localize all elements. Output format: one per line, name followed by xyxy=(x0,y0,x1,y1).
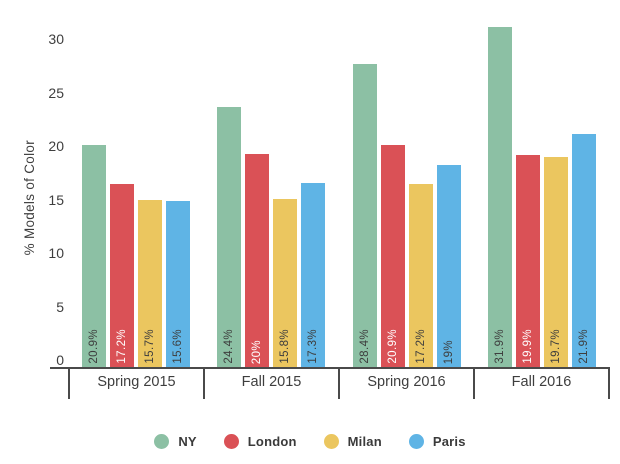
bar-value-label: 28.4% xyxy=(358,329,371,364)
bar-value-label: 21.9% xyxy=(578,329,591,364)
y-tick-label: 30 xyxy=(48,31,64,48)
legend-item-london: London xyxy=(223,433,297,449)
bar-value-label: 17.3% xyxy=(307,329,320,364)
y-tick-label: 10 xyxy=(48,245,64,262)
bar-value-label: 20.9% xyxy=(386,329,399,364)
bar-milan: 17.2% xyxy=(408,184,433,368)
y-tick-label: 5 xyxy=(56,298,64,315)
category-label: Spring 2015 xyxy=(97,374,176,390)
bar-value-label: 20% xyxy=(251,339,264,364)
bar-group-spring-2015: 20.9% 17.2% 15.7% 15.6% xyxy=(68,27,204,368)
bar-value-label: 15.6% xyxy=(171,329,184,364)
legend-item-milan: Milan xyxy=(323,433,382,449)
bar-group-fall-2015: 24.4% 20% 15.8% 17.3% xyxy=(204,27,340,368)
bar-value-label: 31.9% xyxy=(494,329,507,364)
bar-value-label: 17.2% xyxy=(414,329,427,364)
legend-item-ny: NY xyxy=(154,433,197,449)
bar-group-fall-2016: 31.9% 19.9% 19.7% 21.9% xyxy=(475,27,611,368)
bar-london: 20.9% xyxy=(380,144,405,368)
y-tick-label: 0 xyxy=(56,352,64,368)
bar-london: 20% xyxy=(245,154,270,368)
category-axis: Spring 2015 Fall 2015 Spring 2016 Fall 2016 xyxy=(50,369,610,399)
legend-swatch-icon xyxy=(323,433,339,449)
legend: NY London Milan Paris xyxy=(0,432,620,450)
legend-swatch-icon xyxy=(223,433,239,449)
y-tick-label: 20 xyxy=(48,138,64,155)
legend-label: Paris xyxy=(432,433,466,449)
bar-group-spring-2016: 28.4% 20.9% 17.2% 19% xyxy=(339,27,475,368)
bar-ny: 24.4% xyxy=(217,107,242,368)
bar-london: 19.9% xyxy=(516,155,541,368)
category-label: Spring 2016 xyxy=(367,374,446,390)
category-axis-spacer xyxy=(50,369,68,399)
category-cell: Spring 2016 xyxy=(338,369,473,399)
bar-ny: 31.9% xyxy=(488,27,513,368)
bar-milan: 19.7% xyxy=(544,157,569,368)
legend-item-paris: Paris xyxy=(408,433,466,449)
legend-swatch-icon xyxy=(408,433,424,449)
legend-label: NY xyxy=(178,433,197,449)
bar-value-label: 19.7% xyxy=(550,329,563,364)
bar-paris: 21.9% xyxy=(572,133,597,368)
bar-value-label: 20.9% xyxy=(87,329,100,364)
category-label: Fall 2015 xyxy=(241,374,302,390)
bar-value-label: 24.4% xyxy=(223,329,236,364)
bar-milan: 15.7% xyxy=(137,200,162,368)
bar-value-label: 17.2% xyxy=(115,329,128,364)
bar-value-label: 19% xyxy=(442,339,455,364)
bar-value-label: 15.8% xyxy=(279,329,292,364)
bar-paris: 19% xyxy=(436,164,461,368)
category-cell: Spring 2015 xyxy=(68,369,203,399)
legend-label: Milan xyxy=(347,433,382,449)
bar-milan: 15.8% xyxy=(273,199,298,368)
category-label: Fall 2016 xyxy=(511,374,572,390)
y-axis-ticks: 0 5 10 15 20 25 30 xyxy=(0,27,64,368)
y-tick-label: 25 xyxy=(48,84,64,101)
legend-swatch-icon xyxy=(154,433,170,449)
category-cell: Fall 2016 xyxy=(473,369,610,399)
x-axis-line xyxy=(50,367,610,369)
bar-ny: 28.4% xyxy=(352,64,377,368)
bar-paris: 15.6% xyxy=(165,201,190,368)
legend-label: London xyxy=(247,433,297,449)
y-tick-label: 15 xyxy=(48,191,64,208)
category-cell: Fall 2015 xyxy=(203,369,338,399)
plot-area: 20.9% 17.2% 15.7% 15.6% 24.4% 20% 15.8% 17.3% 28… xyxy=(68,27,610,368)
bar-value-label: 19.9% xyxy=(522,329,535,364)
bar-ny: 20.9% xyxy=(81,144,106,368)
bar-value-label: 15.7% xyxy=(143,329,156,364)
bar-london: 17.2% xyxy=(109,184,134,368)
bar-paris: 17.3% xyxy=(301,183,326,368)
